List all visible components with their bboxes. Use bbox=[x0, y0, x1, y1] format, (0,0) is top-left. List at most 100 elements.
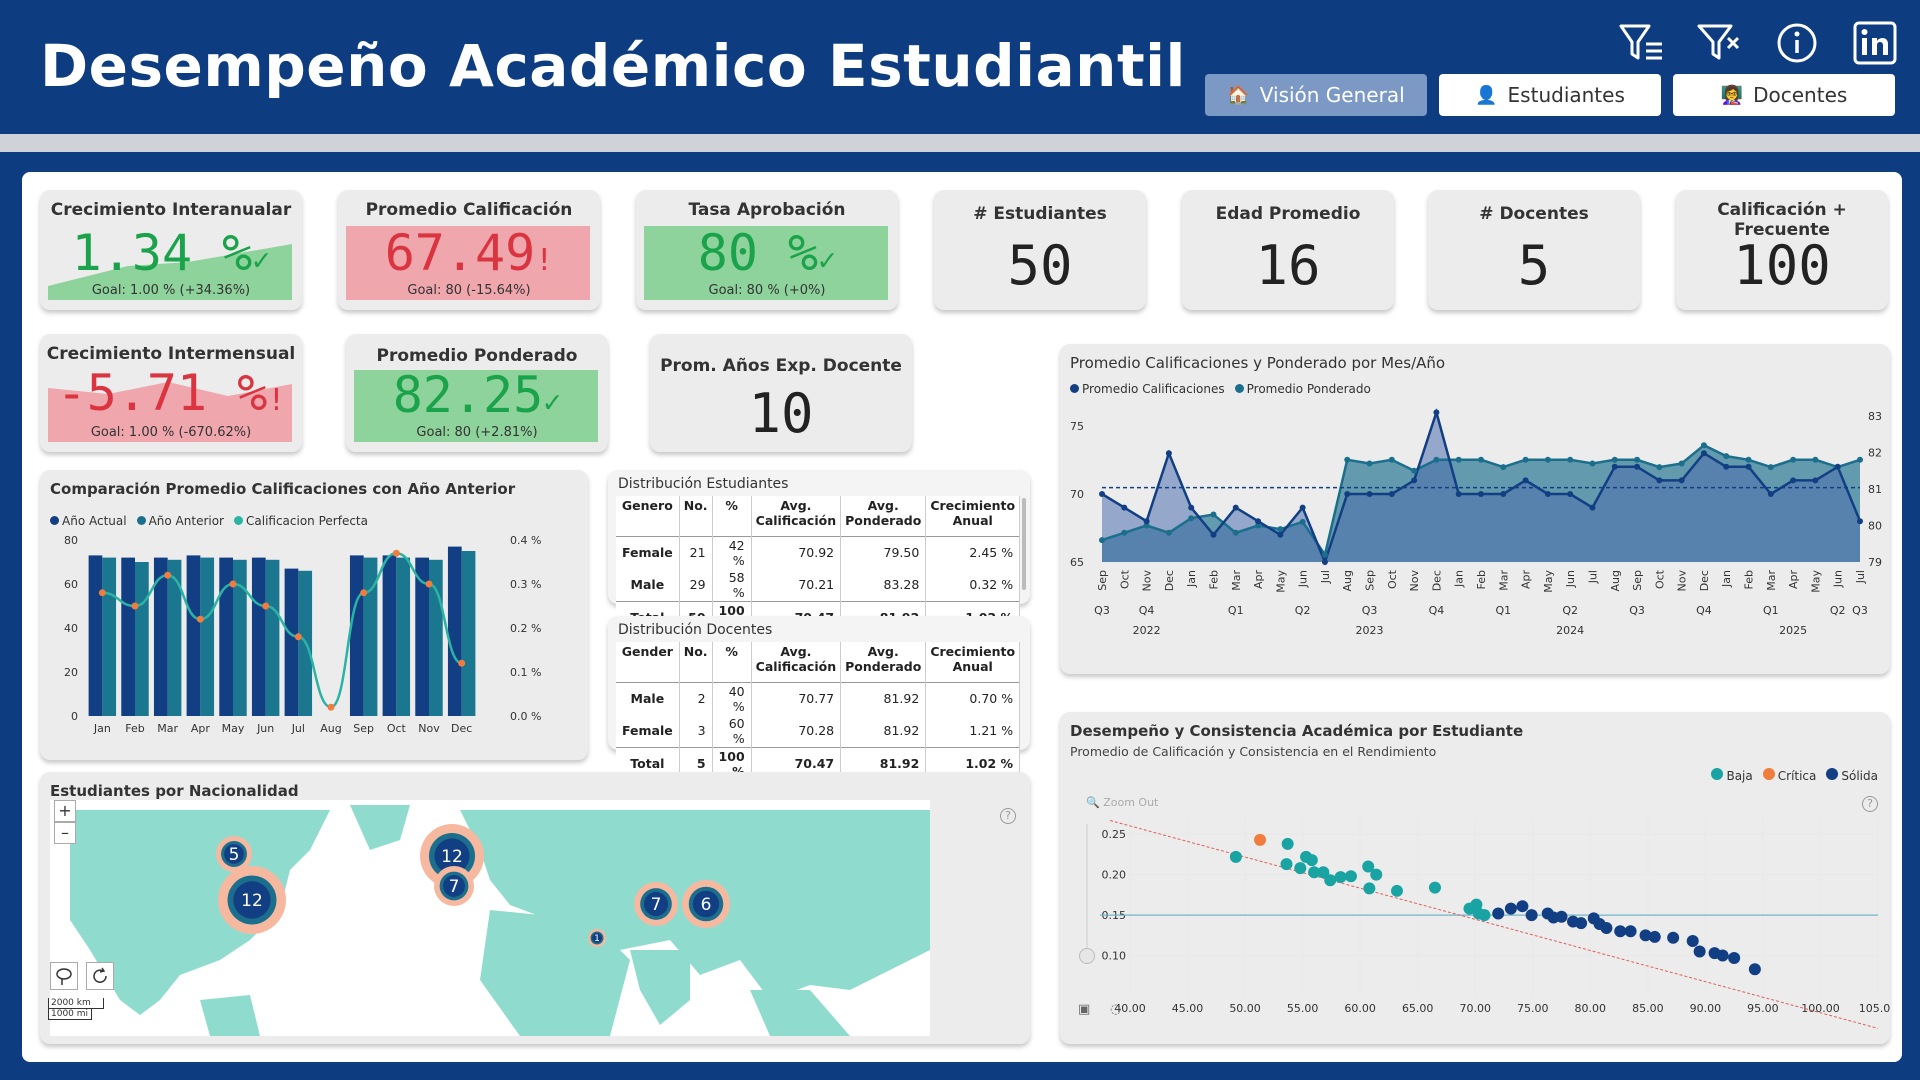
zoom-slider-track[interactable] bbox=[1086, 824, 1088, 960]
scatter-point bbox=[1639, 929, 1652, 942]
y2-tick-label: 82 bbox=[1868, 447, 1882, 460]
kpi-title: # Estudiantes bbox=[973, 204, 1107, 224]
point-ponderado bbox=[1255, 522, 1262, 529]
point-calificaciones bbox=[1344, 491, 1351, 497]
nationality-map[interactable] bbox=[50, 800, 930, 1036]
table-row[interactable]: Male 2 40 % 70.77 81.92 0.70 % bbox=[616, 681, 1021, 715]
x-tick-label: Mar bbox=[1765, 570, 1778, 591]
bar-ano-actual bbox=[349, 555, 364, 716]
kpi-title: Calificación + Frecuente bbox=[1717, 200, 1847, 240]
point-calificaciones bbox=[1455, 491, 1462, 497]
x-tick-label: Sep bbox=[1364, 570, 1377, 591]
filter-clear-icon[interactable] bbox=[1694, 18, 1744, 68]
scatter-point bbox=[1600, 922, 1613, 935]
column-header[interactable]: Avg. Calificación bbox=[751, 642, 842, 682]
legend-item[interactable]: Promedio Ponderado bbox=[1234, 382, 1371, 396]
scale-km: 2000 km bbox=[48, 998, 104, 1009]
y-tick-label: 40 bbox=[64, 622, 78, 635]
comparison-chart-card: Comparación Promedio Calificaciones con … bbox=[40, 470, 588, 760]
legend-item[interactable]: Baja bbox=[1711, 768, 1753, 783]
column-header[interactable]: No. bbox=[679, 496, 713, 536]
table-scrollbar[interactable] bbox=[1022, 498, 1026, 590]
nav-docentes-button[interactable]: 👩‍🏫 Docentes bbox=[1673, 74, 1895, 116]
point-ponderado bbox=[1767, 464, 1774, 471]
column-header[interactable]: Avg. Calificación bbox=[751, 496, 842, 536]
y-tick-label: 65 bbox=[1070, 556, 1084, 569]
legend-item[interactable]: Año Actual bbox=[50, 514, 127, 528]
x-tick-label: May bbox=[1809, 570, 1822, 593]
column-header[interactable]: No. bbox=[679, 642, 713, 682]
table-row[interactable]: Female 3 60 % 70.28 81.92 1.21 % bbox=[616, 714, 1021, 747]
point-calificaciones bbox=[1210, 531, 1217, 538]
zoom-slider-handle[interactable] bbox=[1079, 948, 1095, 964]
legend-item[interactable]: Crítica bbox=[1762, 768, 1816, 783]
point-ponderado bbox=[1277, 526, 1284, 533]
zoom-out-button[interactable]: 🔍 Zoom Out bbox=[1086, 796, 1159, 809]
point-ponderado bbox=[1500, 464, 1507, 471]
point-calificaciones bbox=[1700, 450, 1707, 457]
chart-legend: Promedio Calificaciones Promedio Pondera… bbox=[1070, 382, 1371, 396]
linkedin-icon[interactable] bbox=[1850, 18, 1900, 68]
x-tick-label: Jun bbox=[1564, 570, 1577, 588]
info-icon[interactable] bbox=[1772, 18, 1822, 68]
kpi-background bbox=[644, 226, 888, 300]
x-tick-label: 55.00 bbox=[1287, 1002, 1319, 1015]
scatter-chart[interactable]: 40.00 45.00 50.00 55.00 60.00 65.00 70.00 75.00… bbox=[1060, 812, 1890, 1040]
kpi-goal: Goal: 80 (-15.64%) bbox=[407, 283, 531, 298]
kpi-sparkline bbox=[48, 244, 292, 300]
column-header[interactable]: % bbox=[712, 642, 752, 682]
point-calificaciones bbox=[1255, 518, 1262, 525]
bar-ano-anterior bbox=[265, 559, 280, 716]
scatter-point bbox=[1363, 882, 1376, 895]
x-tick-label: Mar bbox=[1230, 570, 1243, 591]
legend-item[interactable]: Sólida bbox=[1826, 768, 1878, 783]
nav-estudiantes-button[interactable]: 👤 Estudiantes bbox=[1439, 74, 1661, 116]
x-tick-label: Jul bbox=[1586, 570, 1599, 584]
map-zoom-in-button[interactable]: + bbox=[54, 800, 76, 822]
map-reset-button[interactable] bbox=[86, 962, 114, 990]
column-header[interactable]: Avg. Ponderado bbox=[840, 496, 927, 536]
column-header[interactable]: Crecimiento Anual bbox=[925, 642, 1021, 682]
point-ponderado bbox=[1232, 529, 1239, 536]
column-header[interactable]: Avg. Ponderado bbox=[840, 642, 927, 682]
filter-list-icon[interactable] bbox=[1616, 18, 1666, 68]
map-zoom-out-button[interactable]: – bbox=[54, 822, 76, 844]
help-icon[interactable]: ? bbox=[1862, 796, 1878, 812]
x-tick-label: 60.00 bbox=[1344, 1002, 1376, 1015]
south-america-land bbox=[200, 995, 260, 1036]
column-header[interactable]: Gender bbox=[616, 642, 680, 682]
lasso-icon[interactable]: ◌ bbox=[1110, 1002, 1122, 1017]
scatter-point bbox=[1305, 854, 1318, 867]
help-icon[interactable]: ? bbox=[1000, 808, 1016, 824]
quarter-label: Q1 bbox=[1495, 604, 1511, 617]
column-header[interactable]: Crecimiento Anual bbox=[925, 496, 1021, 536]
x-tick-label: Jun bbox=[256, 722, 274, 735]
y-tick-label: 0.25 bbox=[1102, 828, 1127, 841]
kpi-goal: Goal: 80 % (+0%) bbox=[708, 283, 826, 298]
point-ponderado bbox=[1745, 456, 1752, 463]
table-row[interactable]: Female 21 42 % 70.92 79.50 2.45 % bbox=[616, 535, 1021, 569]
map-cluster bbox=[643, 891, 669, 917]
x-tick-label: Nov bbox=[418, 722, 440, 735]
comparison-bar-chart[interactable]: 0 20 40 60 80 0.0 % 0.1 % 0.2 % 0.3 % 0.4 % Jan Feb… bbox=[40, 530, 588, 756]
column-header[interactable]: % bbox=[712, 496, 752, 536]
quarter-label: Q4 bbox=[1139, 604, 1155, 617]
camera-icon[interactable]: ▣ bbox=[1078, 1002, 1091, 1017]
table-row[interactable]: Male 29 58 % 70.21 83.28 0.32 % bbox=[616, 568, 1021, 601]
map-lasso-button[interactable] bbox=[50, 962, 78, 990]
table-title: Distribución Docentes bbox=[618, 622, 773, 638]
legend-item[interactable]: Calificacion Perfecta bbox=[234, 514, 368, 528]
column-header[interactable]: Genero bbox=[616, 496, 680, 536]
x-tick-label: Jul bbox=[1854, 570, 1867, 584]
home-icon: 🏠 bbox=[1227, 84, 1250, 106]
y-tick-label: 0.20 bbox=[1102, 869, 1127, 882]
south-asia-land bbox=[630, 950, 690, 1025]
y2-tick-label: 0.3 % bbox=[510, 578, 541, 591]
legend-item[interactable]: Año Anterior bbox=[136, 514, 224, 528]
page-navigation: 🏠 Visión General 👤 Estudiantes 👩‍🏫 Docen… bbox=[1205, 74, 1895, 116]
nav-vision-general-button[interactable]: 🏠 Visión General bbox=[1205, 74, 1427, 116]
point-ponderado bbox=[1344, 456, 1351, 463]
legend-item[interactable]: Promedio Calificaciones bbox=[1070, 382, 1225, 396]
point-calificaciones bbox=[1366, 491, 1373, 497]
monthly-area-chart[interactable]: 65 70 75 79 80 81 82 83 Sep Oct Nov Dec Jan Feb Mar Apr… bbox=[1060, 402, 1890, 670]
